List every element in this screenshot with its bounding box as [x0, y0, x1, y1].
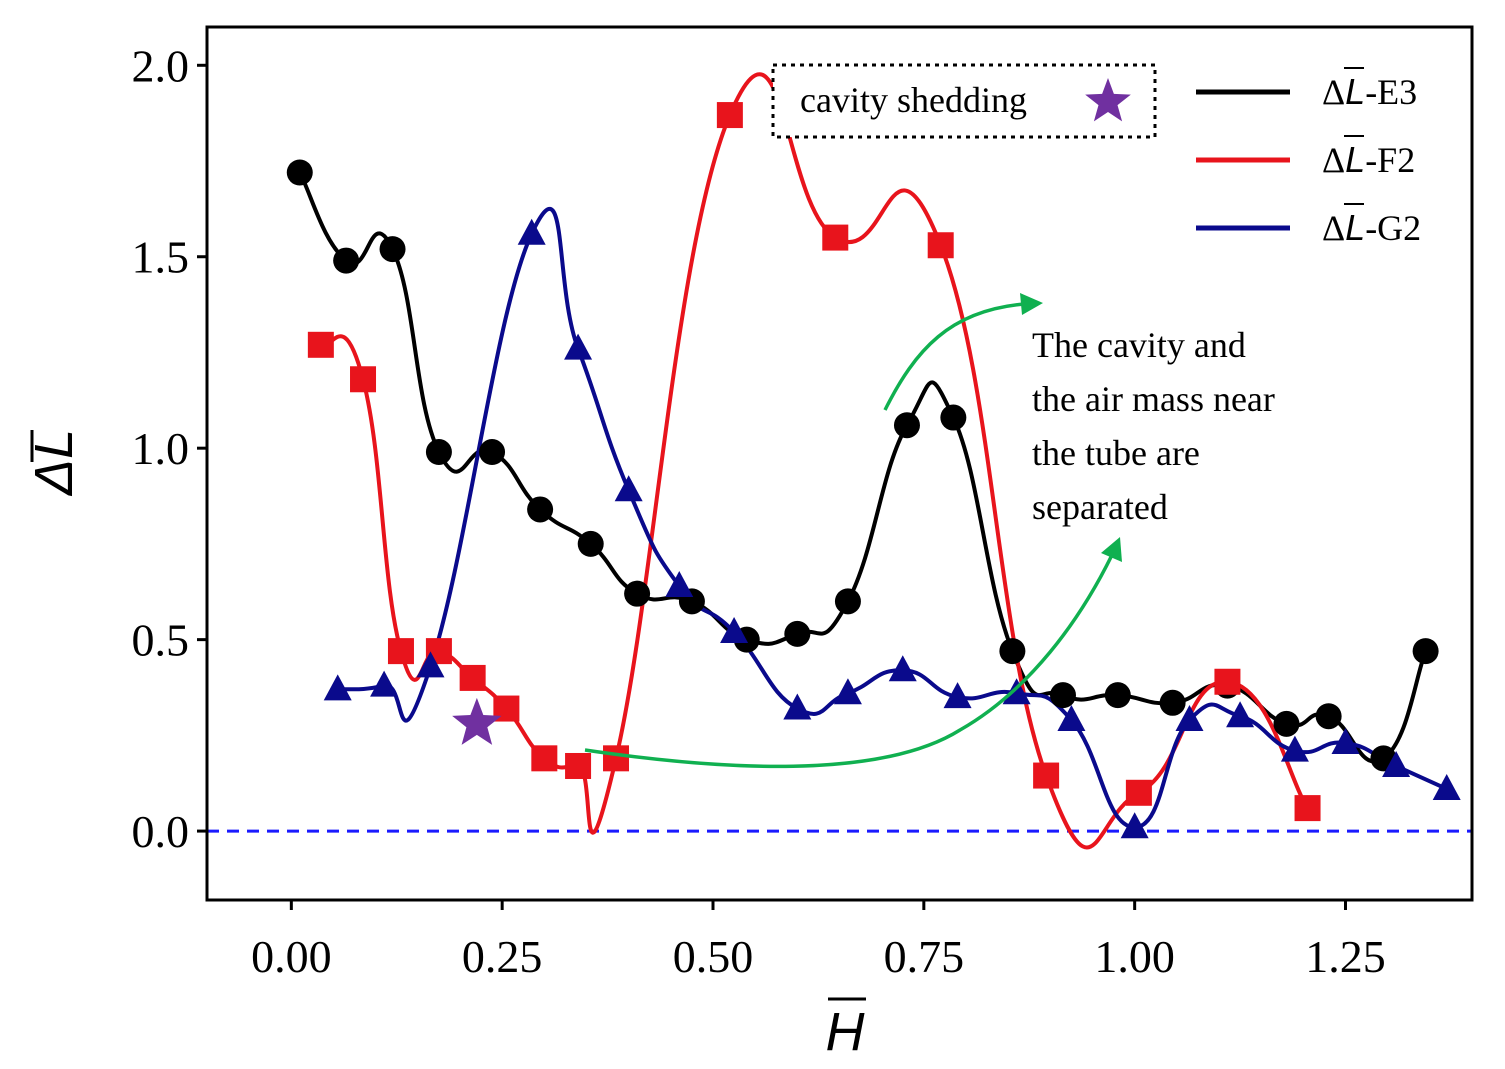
data-point — [1214, 668, 1241, 695]
data-point — [927, 232, 954, 259]
data-point — [350, 366, 377, 393]
x-tick-label: 0.25 — [462, 931, 543, 982]
arrow-lower-head — [1101, 537, 1122, 562]
svg-text:ΔL: ΔL — [24, 429, 84, 497]
data-point — [517, 218, 546, 245]
plot-frame — [205, 25, 1474, 902]
data-point — [720, 616, 749, 643]
data-point — [1432, 773, 1461, 800]
data-point — [1159, 689, 1186, 716]
series-line-3 — [337, 206, 1448, 830]
arrow-upper — [883, 302, 1026, 411]
data-point — [425, 439, 452, 466]
data-point — [1120, 812, 1149, 839]
cavity-shedding-label: cavity shedding — [800, 80, 1027, 120]
data-point — [1049, 682, 1076, 709]
arrow-lower — [584, 554, 1114, 769]
svg-text:H: H — [826, 1002, 866, 1062]
data-point — [286, 159, 313, 186]
y-tick-label: 2.0 — [132, 40, 190, 91]
data-point — [834, 588, 861, 615]
axis-ticks: 0.00 0.25 0.50 0.75 1.00 1.25 0.0 0.5 1.0 1.5 2.0 — [132, 40, 1386, 982]
data-point — [307, 331, 334, 358]
data-point — [1226, 701, 1255, 728]
data-point — [893, 412, 920, 439]
data-point — [624, 580, 651, 607]
data-point — [665, 571, 694, 598]
data-point — [1280, 735, 1309, 762]
x-tick-label: 0.00 — [251, 931, 332, 982]
data-point — [1331, 728, 1360, 755]
data-point — [1175, 705, 1204, 732]
data-point — [888, 655, 917, 682]
x-tick-label: 1.25 — [1305, 931, 1386, 982]
y-tick-label: 1.0 — [132, 423, 190, 474]
legend-entry: ΔL-G2 — [1322, 207, 1421, 248]
data-point — [783, 693, 812, 720]
cavity-shedding-annotation: cavity shedding — [771, 63, 1157, 139]
data-point — [940, 404, 967, 431]
data-point — [1382, 750, 1411, 777]
x-tick-label: 0.75 — [884, 931, 965, 982]
y-tick-label: 0.5 — [132, 615, 190, 666]
data-point — [565, 752, 592, 779]
data-point — [1315, 703, 1342, 730]
data-point — [333, 247, 360, 274]
y-axis-label: ΔL — [24, 429, 84, 497]
data-point — [943, 682, 972, 709]
data-point — [1033, 762, 1060, 789]
x-tick-label: 0.50 — [673, 931, 754, 982]
y-tick-label: 0.0 — [132, 806, 190, 857]
note-line: the air mass near — [1032, 379, 1275, 419]
legend: ΔL-E3 ΔL-F2 ΔL-G2 — [1196, 67, 1421, 248]
legend-entry: ΔL-F2 — [1322, 139, 1415, 180]
data-point — [387, 638, 414, 665]
data-point — [527, 496, 554, 523]
y-tick-label: 1.5 — [132, 232, 190, 283]
data-point — [479, 439, 506, 466]
data-point — [603, 745, 630, 772]
cavity-shedding-star — [452, 697, 502, 745]
data-point — [1412, 638, 1439, 665]
data-point — [564, 333, 593, 360]
series-markers — [286, 102, 1461, 839]
data-point — [822, 224, 849, 251]
x-tick-label: 1.00 — [1094, 931, 1175, 982]
data-point — [323, 674, 352, 701]
data-point — [1273, 710, 1300, 737]
data-point — [416, 651, 445, 678]
note-line: separated — [1032, 487, 1168, 527]
legend-entry: ΔL-E3 — [1322, 71, 1417, 112]
data-point — [833, 678, 862, 705]
annotation-arrows — [584, 293, 1122, 769]
separation-note: The cavity and the air mass near the tube … — [1032, 325, 1275, 527]
data-point — [1057, 705, 1086, 732]
data-point — [1002, 678, 1031, 705]
arrow-upper-head — [1020, 293, 1043, 315]
data-point — [784, 620, 811, 647]
data-point — [1125, 779, 1152, 806]
data-point — [716, 102, 743, 129]
data-point — [1104, 682, 1131, 709]
data-point — [1294, 795, 1321, 822]
data-point — [370, 670, 399, 697]
data-point — [614, 475, 643, 502]
note-line: the tube are — [1032, 433, 1200, 473]
data-point — [999, 638, 1026, 665]
note-line: The cavity and — [1032, 325, 1246, 365]
star-icon — [1085, 78, 1131, 122]
data-point — [379, 236, 406, 263]
data-point — [531, 745, 558, 772]
x-axis-label: H — [826, 997, 866, 1062]
data-point — [459, 664, 486, 691]
data-point — [577, 530, 604, 557]
